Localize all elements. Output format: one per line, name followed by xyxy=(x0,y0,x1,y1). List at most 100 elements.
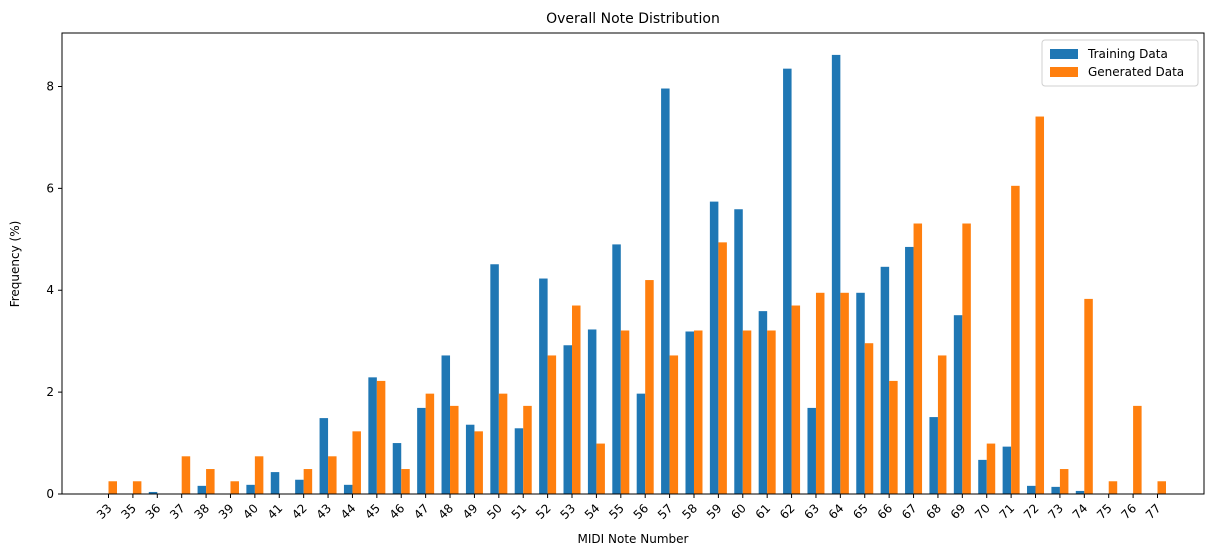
x-tick-label: 52 xyxy=(533,501,554,522)
x-tick-label: 67 xyxy=(899,501,920,522)
x-tick-label: 66 xyxy=(875,501,896,522)
bar-generated-67 xyxy=(913,223,923,494)
bar-generated-48 xyxy=(450,405,459,494)
bar-training-57 xyxy=(661,88,670,495)
x-tick-label: 59 xyxy=(704,501,725,522)
bar-training-51 xyxy=(514,428,524,494)
bar-generated-47 xyxy=(425,393,435,494)
x-tick-label: 64 xyxy=(826,501,847,522)
legend-label: Generated Data xyxy=(1088,65,1184,79)
x-tick-label: 77 xyxy=(1143,501,1164,522)
x-tick-label: 38 xyxy=(191,501,212,522)
bar-training-74 xyxy=(1075,490,1085,494)
x-tick-label: 73 xyxy=(1045,501,1066,522)
x-tick-label: 42 xyxy=(289,501,310,522)
bar-generated-68 xyxy=(937,355,947,494)
bar-generated-42 xyxy=(303,469,313,494)
bar-generated-64 xyxy=(840,292,849,494)
bar-training-66 xyxy=(880,266,890,494)
bar-training-68 xyxy=(929,417,938,494)
x-tick-label: 47 xyxy=(411,501,432,522)
legend: Training Data Generated Data xyxy=(1041,39,1199,87)
bar-generated-58 xyxy=(693,330,703,494)
legend-box xyxy=(1041,39,1199,87)
plot-area xyxy=(108,54,1166,495)
x-tick-label: 49 xyxy=(460,501,481,522)
x-tick-label: 57 xyxy=(655,501,676,522)
x-tick-label: 56 xyxy=(631,501,652,522)
legend-swatch xyxy=(1050,67,1078,77)
y-tick-label: 0 xyxy=(46,487,54,501)
bar-training-55 xyxy=(612,244,621,494)
bar-training-70 xyxy=(978,459,987,494)
bar-training-63 xyxy=(807,407,816,494)
bar-training-49 xyxy=(465,424,475,494)
bar-training-45 xyxy=(368,377,377,494)
bar-generated-66 xyxy=(889,380,898,494)
x-tick-label: 53 xyxy=(557,501,578,522)
y-axis-label: Frequency (%) xyxy=(8,221,22,308)
bar-generated-54 xyxy=(596,443,605,494)
x-tick-label: 71 xyxy=(997,501,1018,522)
legend-swatch xyxy=(1050,49,1078,59)
bar-generated-35 xyxy=(132,481,142,494)
x-tick-label: 55 xyxy=(606,501,627,522)
x-tick-label: 54 xyxy=(582,501,603,522)
x-tick-label: 45 xyxy=(362,501,383,522)
bar-generated-45 xyxy=(376,380,386,494)
bar-generated-70 xyxy=(986,443,996,494)
bar-generated-71 xyxy=(1011,185,1020,494)
bar-generated-75 xyxy=(1108,481,1118,494)
bar-generated-37 xyxy=(181,456,191,494)
x-tick-label: 69 xyxy=(948,501,969,522)
bar-generated-76 xyxy=(1133,405,1142,494)
bar-training-59 xyxy=(709,201,719,495)
bar-training-44 xyxy=(343,484,353,494)
bar-training-52 xyxy=(539,278,548,494)
bar-generated-65 xyxy=(864,343,874,494)
bar-generated-33 xyxy=(108,481,117,494)
x-tick-label: 35 xyxy=(118,501,139,522)
bar-generated-60 xyxy=(742,330,752,494)
y-tick-label: 2 xyxy=(46,385,54,399)
bar-training-43 xyxy=(319,418,329,494)
bar-training-38 xyxy=(197,485,207,494)
bar-generated-72 xyxy=(1035,116,1045,494)
x-tick-label: 61 xyxy=(753,501,774,522)
bar-training-46 xyxy=(392,443,402,494)
x-tick-label: 40 xyxy=(240,501,261,522)
bar-training-41 xyxy=(270,472,280,494)
bar-training-73 xyxy=(1051,486,1060,494)
bar-generated-46 xyxy=(401,469,410,494)
bar-training-50 xyxy=(490,264,499,494)
bar-training-69 xyxy=(953,315,963,494)
x-tick-label: 74 xyxy=(1070,501,1091,522)
bar-generated-49 xyxy=(474,431,483,494)
bar-training-65 xyxy=(856,292,865,494)
bar-generated-39 xyxy=(230,481,239,494)
bar-training-42 xyxy=(295,479,304,494)
bar-training-36 xyxy=(148,491,158,494)
bar-generated-74 xyxy=(1084,298,1093,494)
x-tick-label: 50 xyxy=(484,501,505,522)
x-tick-label: 39 xyxy=(216,501,237,522)
bar-generated-44 xyxy=(352,431,361,494)
x-tick-label: 70 xyxy=(972,501,993,522)
x-tick-label: 62 xyxy=(777,501,798,522)
bar-generated-50 xyxy=(498,393,508,494)
y-tick-label: 8 xyxy=(46,79,54,93)
bar-generated-43 xyxy=(328,456,337,494)
bar-generated-55 xyxy=(620,330,630,494)
bar-generated-56 xyxy=(645,280,654,494)
bar-training-60 xyxy=(734,209,743,494)
bar-generated-40 xyxy=(254,456,264,494)
plot-frame xyxy=(61,32,1205,495)
bar-training-64 xyxy=(831,54,841,495)
bar-training-58 xyxy=(685,331,694,494)
bar-training-56 xyxy=(636,393,646,494)
x-tick-label: 60 xyxy=(728,501,749,522)
y-tick-label: 4 xyxy=(46,283,54,297)
x-tick-label: 37 xyxy=(167,501,188,522)
x-tick-label: 44 xyxy=(338,501,359,522)
